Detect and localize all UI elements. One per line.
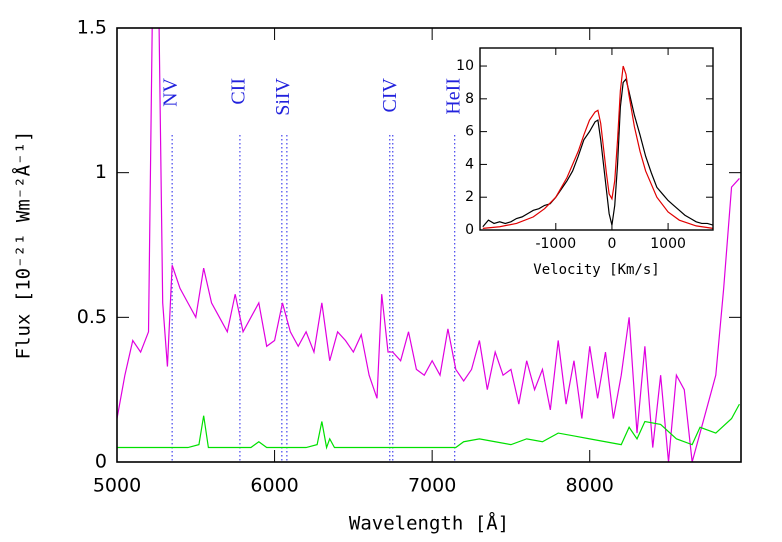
x-tick-label: -1000	[535, 236, 576, 252]
x-tick-label: 8000	[566, 475, 614, 497]
y-tick-label: 2	[465, 189, 474, 205]
y-tick-label: 0	[95, 451, 107, 473]
spectrum-line	[117, 28, 740, 462]
spectrum-line	[482, 77, 713, 228]
y-tick-label: 4	[465, 156, 474, 172]
y-tick-label: 1.5	[77, 17, 107, 39]
inset-plot: -1000 0 1000 0 2 4 6 8 10 Velocity [Km/s]	[456, 47, 714, 278]
x-tick-label: 5000	[93, 475, 141, 497]
x-axis-label: Wavelength [Å]	[349, 512, 509, 535]
x-tick-label: 0	[607, 236, 616, 252]
x-tick-label: 1000	[650, 236, 686, 252]
y-axis-label: Flux [10⁻²¹ Wm⁻²Å⁻¹]	[12, 131, 35, 360]
spectrum-line	[117, 403, 740, 450]
y-tick-label: 10	[456, 58, 474, 74]
line-label: CII	[228, 78, 250, 105]
y-tick-label: 0.5	[77, 306, 107, 328]
line-label: CIV	[379, 77, 401, 112]
y-tick-label: 0	[465, 222, 474, 238]
x-tick-label: 6000	[250, 475, 298, 497]
spectrum-line	[482, 65, 713, 229]
x-tick-label: 7000	[408, 475, 456, 497]
line-label: NV	[160, 77, 182, 106]
y-tick-label: 1	[95, 161, 107, 183]
x-axis-label: Velocity [Km/s]	[533, 262, 659, 278]
axes-frame	[116, 27, 742, 463]
line-label: HeII	[442, 78, 464, 115]
y-tick-label: 8	[465, 91, 474, 107]
main-plot: NV CII SiIV CIV HeII 5000 6000 7000 8000 0 0.5 1 1.5…	[12, 17, 742, 535]
axes-frame	[479, 47, 714, 231]
y-tick-label: 6	[465, 124, 474, 140]
line-label: SiIV	[272, 77, 294, 115]
